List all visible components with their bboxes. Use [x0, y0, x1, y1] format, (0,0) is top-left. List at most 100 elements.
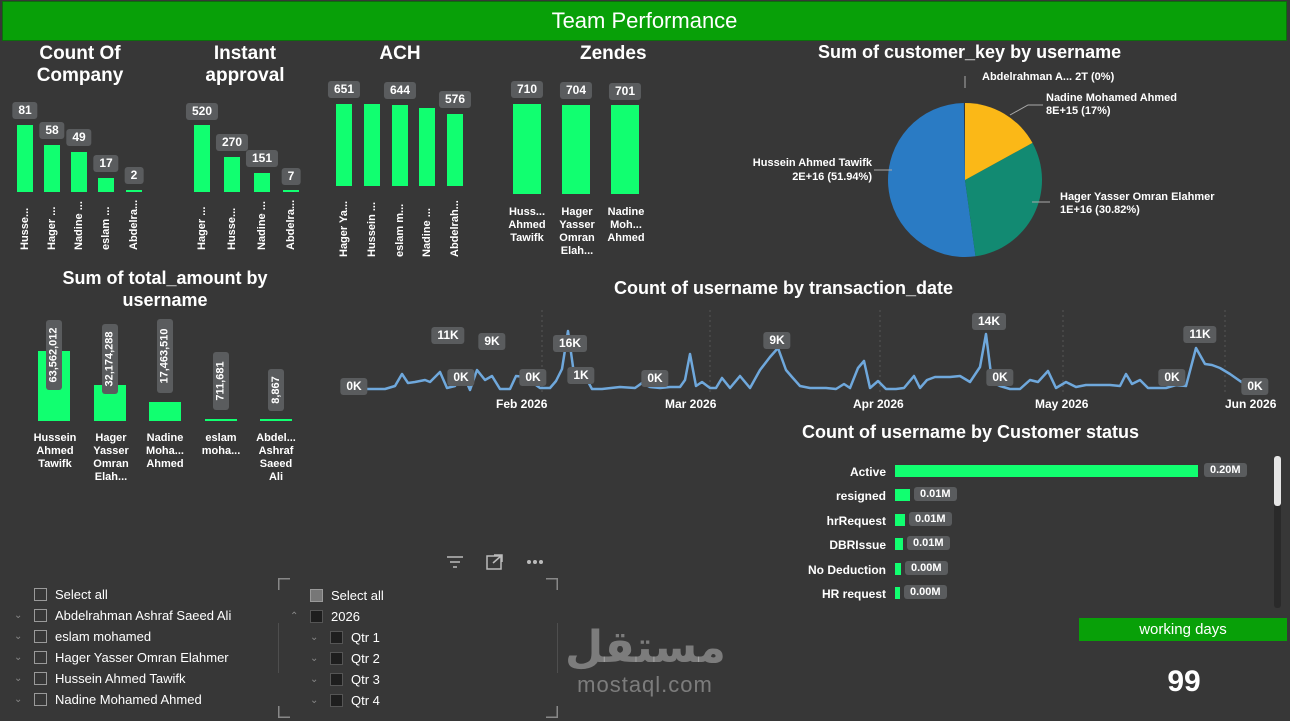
- slicer-year-item[interactable]: ⌃ 2026: [290, 609, 360, 624]
- bar[interactable]: [283, 190, 299, 192]
- slicer-select-all[interactable]: Select all: [290, 588, 384, 603]
- pie-slice-hager[interactable]: [965, 142, 1042, 257]
- label-line: Omran: [559, 232, 595, 244]
- label-line: Saeed: [259, 458, 293, 470]
- bar[interactable]: [44, 145, 60, 192]
- slicer-item[interactable]: ⌄ Hager Yasser Omran Elahmer: [14, 650, 229, 665]
- bar[interactable]: [447, 114, 463, 186]
- date-slicer[interactable]: Select all ⌃ 2026 ⌄ Qtr 1 ⌄ Qtr 2 ⌄ Qtr 3 ⌄ Q…: [278, 578, 558, 718]
- checkbox[interactable]: [34, 651, 47, 664]
- bar[interactable]: [260, 419, 292, 421]
- transaction-date-line-chart[interactable]: Count of username by transaction_date 0K…: [330, 270, 1285, 420]
- category-label: Active: [849, 465, 886, 479]
- scrollbar-track[interactable]: [1274, 456, 1281, 608]
- slicer-item[interactable]: ⌄ eslam mohamed: [14, 629, 151, 644]
- bar[interactable]: [336, 104, 352, 186]
- pie-slice-hussein[interactable]: [888, 103, 976, 257]
- x-tick-label: May 2026: [1035, 397, 1089, 411]
- bar[interactable]: [71, 152, 87, 192]
- title-line: Company: [36, 65, 124, 86]
- chevron-down-icon[interactable]: ⌄: [14, 610, 23, 621]
- label-line: Omran: [93, 458, 129, 470]
- slicer-item[interactable]: ⌄ Nadine Mohamed Ahmed: [14, 692, 202, 707]
- bar[interactable]: [895, 563, 901, 575]
- category-label: Hager Yasser Omran Elah...: [93, 432, 128, 484]
- pie-slice-nadine[interactable]: [965, 103, 1033, 180]
- chevron-down-icon[interactable]: ⌄: [310, 695, 319, 706]
- bar[interactable]: [224, 157, 240, 192]
- bar[interactable]: [98, 178, 114, 192]
- bar[interactable]: [895, 514, 905, 526]
- series-line[interactable]: [341, 329, 1251, 392]
- slicer-item[interactable]: ⌄ Abdelrahman Ashraf Saeed Ali: [14, 608, 231, 623]
- username-slicer[interactable]: Select all ⌄ Abdelrahman Ashraf Saeed Ali…: [0, 580, 270, 721]
- checkbox[interactable]: [310, 589, 323, 602]
- chevron-down-icon[interactable]: ⌄: [310, 674, 319, 685]
- bar[interactable]: [364, 104, 380, 186]
- filter-icon[interactable]: [444, 553, 466, 571]
- chevron-up-icon[interactable]: ⌃: [290, 611, 299, 622]
- bar[interactable]: [562, 105, 590, 194]
- pie-svg: [874, 76, 1050, 257]
- scrollbar-thumb[interactable]: [1274, 456, 1281, 506]
- chart-title: ACH: [379, 43, 421, 64]
- bar[interactable]: [149, 402, 181, 421]
- data-label: 270: [215, 134, 249, 151]
- bar[interactable]: [895, 587, 900, 599]
- checkbox[interactable]: [330, 673, 343, 686]
- label-line: Hussein: [33, 432, 77, 444]
- instant-approval-chart[interactable]: Instant approval 520 270 151 7 Hager ...…: [180, 42, 310, 262]
- focus-mode-icon[interactable]: [484, 553, 506, 571]
- customer-key-pie-chart[interactable]: Sum of customer_key by username Abdelrah…: [660, 40, 1280, 260]
- working-days-value: 99: [1167, 665, 1201, 698]
- total-amount-chart[interactable]: Sum of total_amount by username 63,562,0…: [20, 266, 310, 496]
- checkbox[interactable]: [330, 652, 343, 665]
- slicer-quarter-item[interactable]: ⌄ Qtr 4: [310, 693, 380, 708]
- checkbox[interactable]: [34, 588, 47, 601]
- bar[interactable]: [254, 173, 270, 192]
- checkbox[interactable]: [34, 609, 47, 622]
- chevron-down-icon[interactable]: ⌄: [14, 652, 23, 663]
- chevron-down-icon[interactable]: ⌄: [14, 631, 23, 642]
- checkbox[interactable]: [34, 630, 47, 643]
- chevron-down-icon[interactable]: ⌄: [14, 694, 23, 705]
- chevron-down-icon[interactable]: ⌄: [14, 673, 23, 684]
- slicer-quarter-item[interactable]: ⌄ Qtr 2: [310, 651, 380, 666]
- chevron-down-icon[interactable]: ⌄: [310, 632, 319, 643]
- bar[interactable]: [205, 419, 237, 421]
- label-line: 8E+15 (17%): [1046, 105, 1111, 117]
- customer-status-chart[interactable]: Count of username by Customer status Act…: [730, 420, 1285, 610]
- slicer-quarter-item[interactable]: ⌄ Qtr 1: [310, 630, 380, 645]
- category-label: Abdel... Ashraf Saeed Ali: [256, 432, 296, 484]
- category-label: Nadine ...: [256, 201, 268, 250]
- more-options-icon[interactable]: [524, 553, 546, 571]
- bar[interactable]: [895, 489, 910, 501]
- bar[interactable]: [126, 190, 142, 192]
- checkbox[interactable]: [330, 631, 343, 644]
- category-label: Abdelra...: [128, 199, 140, 250]
- zendesk-chart[interactable]: Zendes 710 704 701 Huss... Ahmed Tawifk …: [500, 42, 646, 264]
- bar[interactable]: [611, 105, 639, 194]
- slicer-quarter-item[interactable]: ⌄ Qtr 3: [310, 672, 380, 687]
- ach-chart[interactable]: ACH 651 644 576 Hager Ya... Hussein ... …: [325, 42, 475, 262]
- data-label: 14K: [971, 313, 1007, 330]
- bar[interactable]: [513, 104, 541, 194]
- checkbox[interactable]: [310, 610, 323, 623]
- bar[interactable]: [17, 125, 33, 192]
- checkbox[interactable]: [34, 693, 47, 706]
- category-label: Hager ...: [196, 206, 208, 250]
- count-of-company-chart[interactable]: Count Of Company 81 58 49 17 2 Husse... …: [10, 42, 150, 262]
- slicer-label: 2026: [331, 609, 360, 624]
- chevron-down-icon[interactable]: ⌄: [310, 653, 319, 664]
- bar[interactable]: [895, 465, 1198, 477]
- checkbox[interactable]: [34, 672, 47, 685]
- slicer-item[interactable]: ⌄ Hussein Ahmed Tawifk: [14, 671, 186, 686]
- bar[interactable]: [194, 125, 210, 192]
- bar[interactable]: [895, 538, 903, 550]
- data-label: 0K: [986, 369, 1014, 386]
- watermark-latin: mostaql.com: [577, 672, 713, 697]
- bar[interactable]: [419, 108, 435, 186]
- slicer-select-all[interactable]: Select all: [14, 587, 108, 602]
- checkbox[interactable]: [330, 694, 343, 707]
- bar[interactable]: [392, 105, 408, 186]
